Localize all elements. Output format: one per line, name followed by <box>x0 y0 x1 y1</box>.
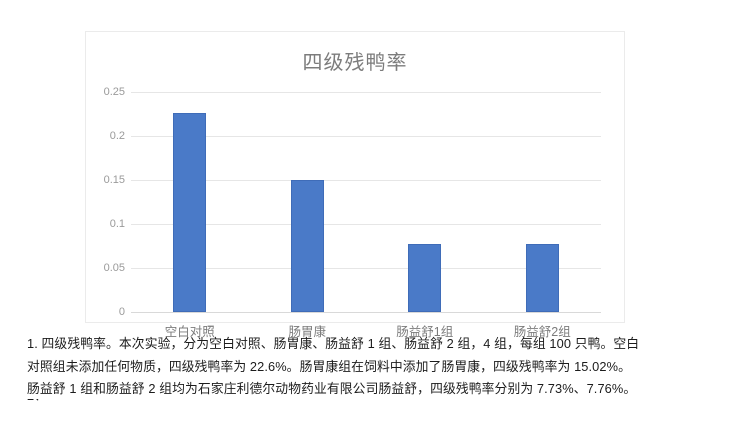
y-axis-tick-label: 0.05 <box>103 262 125 274</box>
y-axis-tick-label: 0.1 <box>109 218 125 230</box>
y-axis-tick-label: 0.25 <box>103 86 125 98</box>
x-axis-tick-label: 空白对照 <box>164 325 215 339</box>
gridline <box>131 92 601 93</box>
bar <box>408 243 442 312</box>
gridline <box>131 268 601 269</box>
gridline <box>131 312 601 313</box>
chart-title: 四级残鸭率 <box>302 52 408 74</box>
x-axis-tick-label: 肠胃康 <box>288 325 327 339</box>
y-axis-tick-label: 0.2 <box>109 130 125 142</box>
y-axis-tick-label: 0 <box>118 306 125 318</box>
caption-paragraph: 1. 四级残鸭率。本次实验，分为空白对照、肠胃康、肠益舒 1 组、肠益舒 2 组… <box>27 333 727 401</box>
caption-line-4-clipped: 2、 <box>27 399 727 423</box>
x-axis-tick-label: 肠益舒2组 <box>513 325 571 339</box>
caption-line-3: 肠益舒 1 组和肠益舒 2 组均为石家庄利德尔动物药业有限公司肠益舒，四级残鸭率… <box>27 381 637 396</box>
x-axis-tick-label: 肠益舒1组 <box>396 325 454 339</box>
bar <box>290 179 324 312</box>
bar <box>173 113 207 312</box>
bar <box>525 243 559 312</box>
gridline <box>131 224 601 225</box>
gridline <box>131 180 601 181</box>
bar-chart-card: 四级残鸭率 0 0.05 0.1 0.15 0.2 0.25 空白对照 肠胃康 肠益舒1组 肠益… <box>85 31 625 339</box>
plot-area: 0 0.05 0.1 0.15 0.2 0.25 空白对照 肠胃康 肠益舒1组 肠益舒2组 <box>104 86 601 339</box>
caption-line-2: 对照组未添加任何物质，四级残鸭率为 22.6%。肠胃康组在饲料中添加了肠胃康，四… <box>27 358 631 374</box>
y-axis-tick-label: 0.15 <box>103 174 125 186</box>
caption-line-1: 1. 四级残鸭率。本次实验，分为空白对照、肠胃康、肠益舒 1 组、肠益舒 2 组… <box>27 336 640 351</box>
gridline <box>131 136 601 137</box>
